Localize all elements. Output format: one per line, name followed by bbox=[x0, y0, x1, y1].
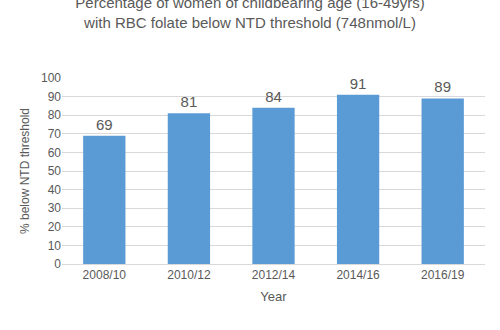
svg-text:100: 100 bbox=[41, 71, 61, 85]
svg-text:81: 81 bbox=[181, 93, 198, 110]
svg-text:2012/14: 2012/14 bbox=[252, 268, 296, 282]
svg-text:2014/16: 2014/16 bbox=[336, 268, 380, 282]
svg-text:91: 91 bbox=[350, 75, 367, 92]
svg-text:84: 84 bbox=[265, 88, 282, 105]
svg-text:30: 30 bbox=[48, 201, 62, 215]
svg-text:40: 40 bbox=[48, 183, 62, 197]
svg-text:20: 20 bbox=[48, 220, 62, 234]
svg-text:70: 70 bbox=[48, 127, 62, 141]
svg-text:80: 80 bbox=[48, 108, 62, 122]
svg-text:90: 90 bbox=[48, 90, 62, 104]
svg-text:Percentage of women of childbe: Percentage of women of childbearing age … bbox=[75, 0, 424, 31]
svg-text:69: 69 bbox=[96, 116, 113, 133]
svg-text:0: 0 bbox=[54, 257, 61, 271]
svg-text:50: 50 bbox=[48, 164, 62, 178]
svg-text:Year: Year bbox=[260, 289, 287, 304]
svg-text:2008/10: 2008/10 bbox=[83, 268, 127, 282]
svg-text:89: 89 bbox=[434, 78, 451, 95]
svg-text:2016/19: 2016/19 bbox=[421, 268, 465, 282]
svg-text:10: 10 bbox=[48, 239, 62, 253]
svg-text:% below NTD threshold: % below NTD threshold bbox=[18, 108, 32, 234]
svg-text:2010/12: 2010/12 bbox=[167, 268, 211, 282]
svg-text:60: 60 bbox=[48, 146, 62, 160]
